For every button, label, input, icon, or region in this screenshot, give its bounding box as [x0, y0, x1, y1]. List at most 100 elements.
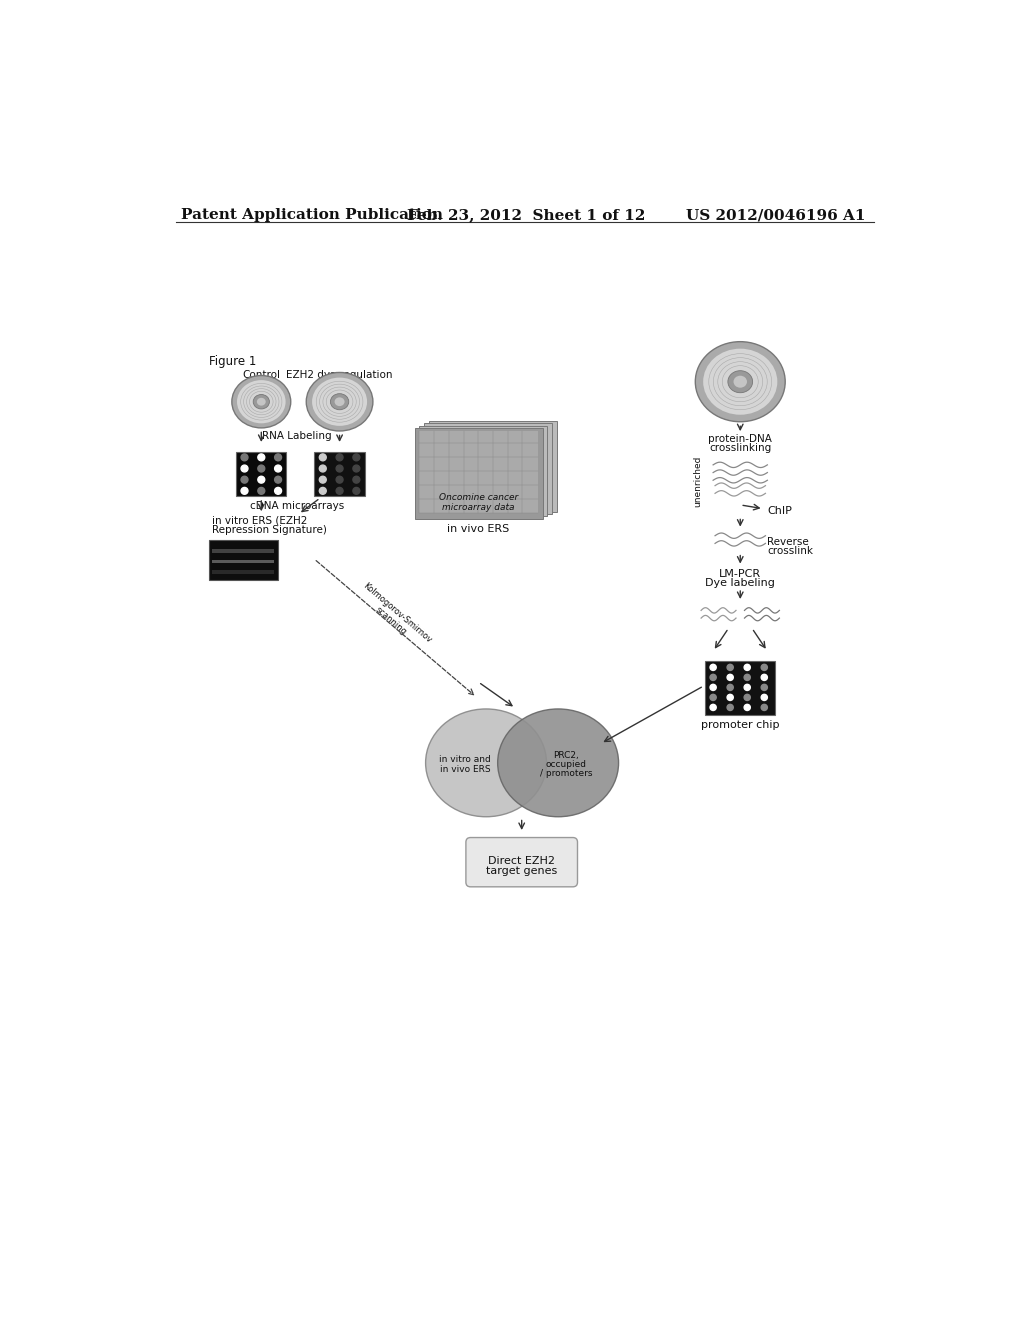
Ellipse shape — [335, 397, 344, 407]
Circle shape — [353, 465, 359, 473]
Ellipse shape — [231, 376, 291, 428]
Text: Figure 1: Figure 1 — [209, 355, 257, 368]
Circle shape — [744, 684, 751, 690]
Text: Direct EZH2: Direct EZH2 — [488, 857, 555, 866]
Circle shape — [336, 454, 343, 461]
Circle shape — [274, 477, 282, 483]
Circle shape — [336, 487, 343, 494]
Text: target genes: target genes — [486, 866, 557, 876]
Ellipse shape — [331, 393, 349, 409]
Circle shape — [241, 465, 248, 473]
Text: RNA Labeling: RNA Labeling — [262, 430, 332, 441]
Text: in vivo ERS: in vivo ERS — [440, 764, 490, 774]
Ellipse shape — [733, 376, 746, 388]
Circle shape — [727, 664, 733, 671]
FancyBboxPatch shape — [415, 428, 543, 519]
Text: Dye labeling: Dye labeling — [706, 578, 775, 587]
FancyBboxPatch shape — [209, 540, 278, 581]
Ellipse shape — [498, 709, 618, 817]
Text: LM-PCR: LM-PCR — [719, 569, 761, 578]
Text: in vitro and: in vitro and — [439, 755, 490, 763]
Circle shape — [761, 694, 767, 701]
Circle shape — [258, 487, 265, 494]
FancyBboxPatch shape — [420, 430, 538, 512]
Circle shape — [353, 454, 359, 461]
Text: ChIP: ChIP — [767, 507, 793, 516]
Ellipse shape — [306, 372, 373, 430]
Circle shape — [274, 454, 282, 461]
FancyBboxPatch shape — [237, 451, 287, 496]
Circle shape — [336, 465, 343, 473]
Circle shape — [258, 477, 265, 483]
FancyBboxPatch shape — [212, 549, 273, 553]
Circle shape — [744, 694, 751, 701]
Text: in vivo ERS: in vivo ERS — [447, 524, 509, 535]
Circle shape — [319, 465, 327, 473]
Text: microarray data: microarray data — [442, 503, 514, 512]
Circle shape — [744, 664, 751, 671]
Circle shape — [710, 664, 716, 671]
Text: Oncomine cancer: Oncomine cancer — [438, 494, 518, 503]
Circle shape — [319, 477, 327, 483]
Circle shape — [710, 694, 716, 701]
Circle shape — [319, 487, 327, 494]
Circle shape — [336, 477, 343, 483]
Ellipse shape — [426, 709, 547, 817]
Text: unenriched: unenriched — [693, 457, 702, 507]
Circle shape — [274, 487, 282, 494]
Ellipse shape — [728, 371, 753, 393]
FancyBboxPatch shape — [314, 451, 365, 496]
FancyBboxPatch shape — [429, 421, 557, 512]
Ellipse shape — [257, 397, 265, 405]
Text: protein-DNA: protein-DNA — [709, 434, 772, 444]
Ellipse shape — [312, 378, 367, 426]
Ellipse shape — [695, 342, 785, 422]
Circle shape — [761, 705, 767, 710]
Circle shape — [727, 705, 733, 710]
Circle shape — [258, 465, 265, 473]
FancyBboxPatch shape — [212, 570, 273, 574]
Circle shape — [744, 705, 751, 710]
Circle shape — [353, 487, 359, 494]
Circle shape — [727, 694, 733, 701]
Text: EZH2 dys-regulation: EZH2 dys-regulation — [287, 370, 393, 380]
Circle shape — [761, 684, 767, 690]
Text: Kolmogorov-Smirnov
scanning: Kolmogorov-Smirnov scanning — [354, 581, 433, 652]
Circle shape — [258, 454, 265, 461]
FancyBboxPatch shape — [424, 424, 552, 515]
Circle shape — [241, 487, 248, 494]
Text: Repression Signature): Repression Signature) — [212, 525, 327, 535]
Circle shape — [761, 675, 767, 681]
Text: Feb. 23, 2012  Sheet 1 of 12: Feb. 23, 2012 Sheet 1 of 12 — [407, 209, 645, 223]
Ellipse shape — [703, 348, 777, 414]
Text: Reverse: Reverse — [767, 537, 809, 548]
FancyBboxPatch shape — [466, 838, 578, 887]
Circle shape — [241, 454, 248, 461]
FancyBboxPatch shape — [420, 425, 547, 516]
Ellipse shape — [237, 380, 286, 424]
Ellipse shape — [253, 395, 269, 409]
Circle shape — [710, 705, 716, 710]
Text: crosslinking: crosslinking — [710, 444, 771, 453]
Text: crosslink: crosslink — [767, 546, 813, 557]
Circle shape — [727, 675, 733, 681]
Text: Patent Application Publication: Patent Application Publication — [180, 209, 442, 223]
Text: US 2012/0046196 A1: US 2012/0046196 A1 — [686, 209, 865, 223]
Text: cDNA microarrays: cDNA microarrays — [250, 502, 344, 511]
Text: Control: Control — [243, 370, 281, 380]
Circle shape — [353, 477, 359, 483]
Text: / promoters: / promoters — [540, 770, 592, 777]
Circle shape — [744, 675, 751, 681]
Circle shape — [274, 465, 282, 473]
Circle shape — [710, 684, 716, 690]
Circle shape — [241, 477, 248, 483]
Text: promoter chip: promoter chip — [701, 721, 779, 730]
Circle shape — [710, 675, 716, 681]
Circle shape — [761, 664, 767, 671]
FancyBboxPatch shape — [706, 661, 775, 715]
Text: occupied: occupied — [546, 760, 587, 768]
Circle shape — [727, 684, 733, 690]
Text: in vitro ERS (EZH2: in vitro ERS (EZH2 — [212, 516, 307, 525]
Text: PRC2,: PRC2, — [553, 751, 579, 759]
FancyBboxPatch shape — [212, 560, 273, 564]
